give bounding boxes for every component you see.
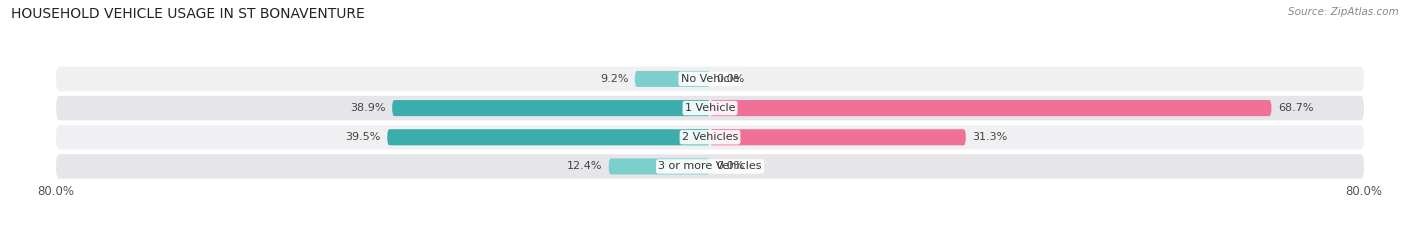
FancyBboxPatch shape (56, 96, 1364, 120)
Text: 0.0%: 0.0% (717, 74, 745, 84)
Text: 38.9%: 38.9% (350, 103, 385, 113)
FancyBboxPatch shape (392, 100, 710, 116)
Text: 3 or more Vehicles: 3 or more Vehicles (658, 161, 762, 172)
Text: 31.3%: 31.3% (973, 132, 1008, 142)
Text: No Vehicle: No Vehicle (681, 74, 740, 84)
Text: 0.0%: 0.0% (717, 161, 745, 172)
Text: 2 Vehicles: 2 Vehicles (682, 132, 738, 142)
Text: 39.5%: 39.5% (346, 132, 381, 142)
Text: 68.7%: 68.7% (1278, 103, 1313, 113)
FancyBboxPatch shape (387, 129, 710, 145)
FancyBboxPatch shape (609, 158, 710, 175)
FancyBboxPatch shape (710, 129, 966, 145)
FancyBboxPatch shape (56, 67, 1364, 91)
FancyBboxPatch shape (56, 125, 1364, 150)
Text: 12.4%: 12.4% (567, 161, 602, 172)
Text: 9.2%: 9.2% (600, 74, 628, 84)
FancyBboxPatch shape (56, 154, 1364, 179)
FancyBboxPatch shape (710, 100, 1271, 116)
FancyBboxPatch shape (636, 71, 710, 87)
Text: HOUSEHOLD VEHICLE USAGE IN ST BONAVENTURE: HOUSEHOLD VEHICLE USAGE IN ST BONAVENTUR… (11, 7, 366, 21)
Text: Source: ZipAtlas.com: Source: ZipAtlas.com (1288, 7, 1399, 17)
Text: 1 Vehicle: 1 Vehicle (685, 103, 735, 113)
